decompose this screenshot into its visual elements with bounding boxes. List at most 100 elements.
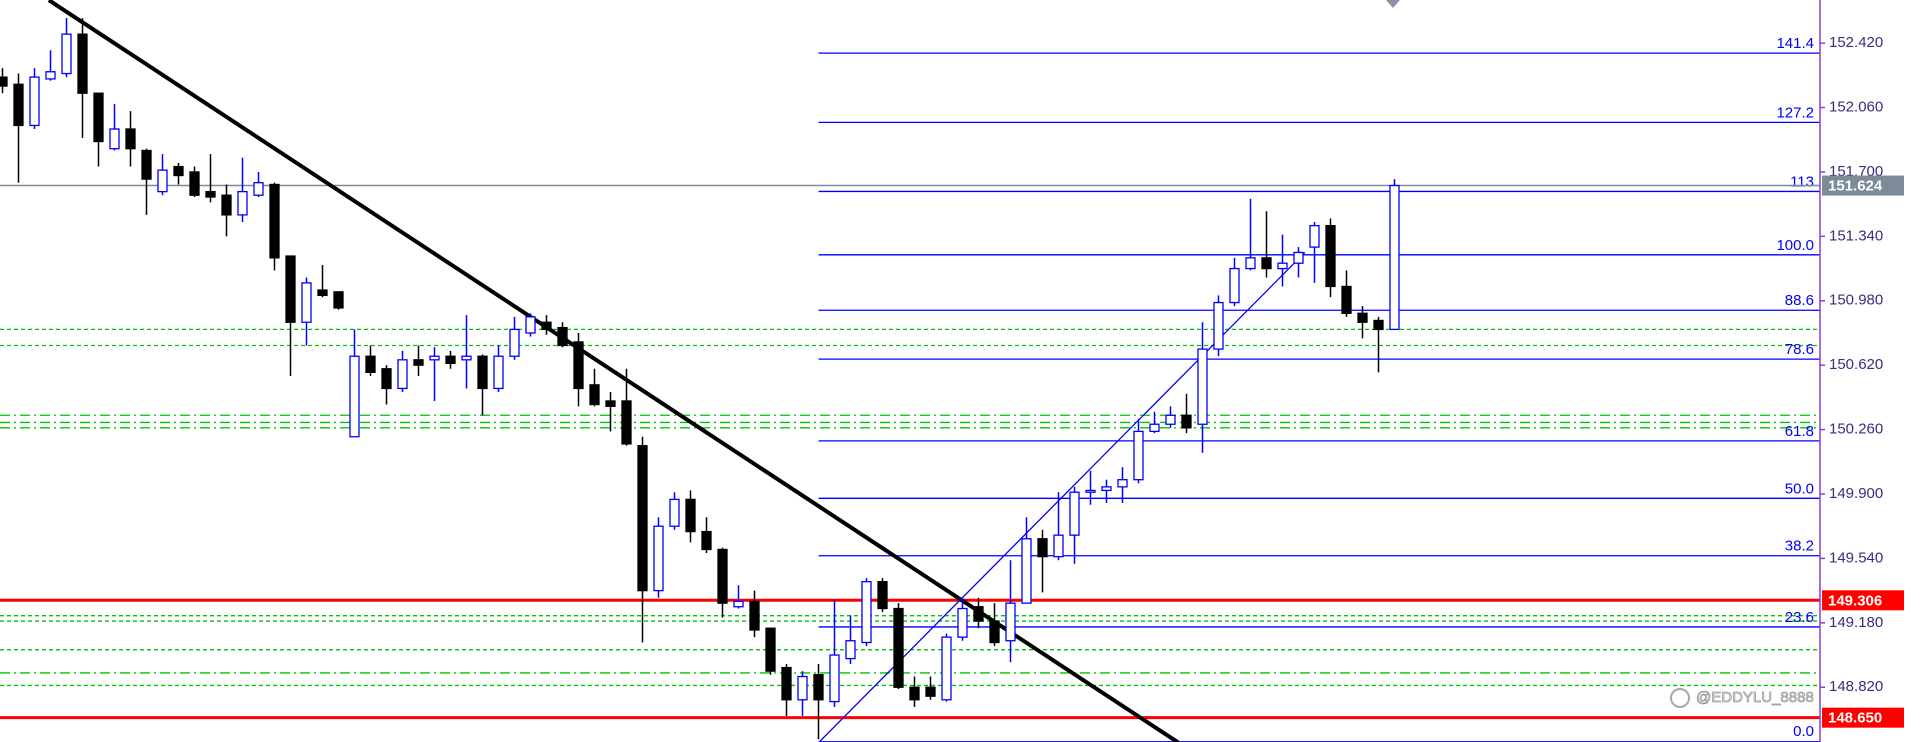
candle-body — [1213, 301, 1224, 350]
candle-body — [349, 355, 360, 438]
candle-body — [989, 620, 1000, 644]
candle-body — [173, 165, 184, 177]
y-tick-label: 150.980 — [1829, 292, 1883, 309]
candle-body — [1053, 534, 1064, 558]
candle-body — [573, 341, 584, 390]
y-tick-label: 150.620 — [1829, 356, 1883, 373]
price-label-box — [1822, 707, 1904, 728]
candle-body — [1245, 257, 1256, 270]
candle-body — [1357, 312, 1368, 323]
candle-body — [1037, 538, 1048, 558]
fib-label: 23.6 — [1785, 609, 1814, 626]
candle-body — [973, 606, 984, 622]
candle-body — [1117, 479, 1128, 488]
candle-body — [317, 289, 328, 297]
candle-body — [797, 675, 808, 701]
candle-body — [717, 548, 728, 604]
candle-body — [493, 355, 504, 390]
axis-background — [1820, 0, 1928, 742]
candle-body — [701, 530, 712, 551]
candle-body — [669, 498, 680, 527]
fib-label: 78.6 — [1785, 341, 1814, 358]
candle-body — [221, 194, 232, 216]
candle-body — [1277, 262, 1288, 270]
candle-body — [525, 316, 536, 334]
candle-body — [237, 190, 248, 216]
candle-body — [1325, 224, 1336, 288]
y-tick-label: 149.180 — [1829, 614, 1883, 631]
candle-body — [605, 400, 616, 407]
y-tick-label: 149.540 — [1829, 549, 1883, 566]
candle-body — [557, 326, 568, 347]
candle-body — [653, 525, 664, 592]
candle-body — [1005, 602, 1016, 642]
fib-label: 127.2 — [1776, 104, 1814, 121]
candle-body — [61, 33, 72, 75]
candle-body — [365, 355, 376, 373]
candle-body — [205, 190, 216, 198]
candle-body — [925, 686, 936, 697]
candle-body — [1197, 348, 1208, 425]
candle-body — [269, 183, 280, 259]
candle-body — [1373, 319, 1384, 331]
watermark-icon — [1670, 688, 1690, 708]
candle-body — [1165, 414, 1176, 425]
candle-body — [813, 674, 824, 701]
candle-body — [733, 600, 744, 608]
fib-label: 88.6 — [1785, 292, 1814, 309]
y-tick-label: 152.420 — [1829, 34, 1883, 51]
y-tick-label: 148.820 — [1829, 678, 1883, 695]
candle-body — [125, 128, 136, 150]
candle-body — [1389, 184, 1400, 331]
candle-body — [1149, 423, 1160, 433]
candle-body — [685, 498, 696, 533]
marker — [1386, 0, 1400, 8]
candle-body — [1069, 491, 1080, 536]
candle-body — [29, 76, 40, 127]
candle-body — [77, 33, 88, 94]
candle-body — [301, 282, 312, 323]
price-label-box — [1822, 175, 1904, 196]
fib-label: 113 — [1790, 173, 1814, 190]
candle-body — [333, 291, 344, 309]
candle-body — [285, 255, 296, 323]
candle-body — [941, 636, 952, 701]
fib-label: 141.4 — [1776, 35, 1814, 52]
candle-body — [189, 171, 200, 196]
price-label-box — [1822, 590, 1904, 611]
candle-body — [1293, 251, 1304, 264]
candle-body — [845, 640, 856, 660]
candle-body — [781, 666, 792, 701]
candle-body — [1085, 489, 1096, 493]
candle-body — [93, 92, 104, 143]
candle-body — [13, 83, 24, 127]
candle-body — [1021, 538, 1032, 604]
candle-body — [829, 654, 840, 703]
candle-body — [509, 328, 520, 357]
fib-label: 38.2 — [1785, 538, 1814, 555]
candle-body — [381, 368, 392, 390]
candle-body — [877, 581, 888, 610]
fib-label: 50.0 — [1785, 480, 1814, 497]
candle-body — [909, 686, 920, 701]
candle-body — [461, 355, 472, 361]
candle-body — [1229, 267, 1240, 304]
candle-body — [1133, 430, 1144, 481]
candle-body — [141, 149, 152, 180]
fib-label: 0.0 — [1793, 723, 1814, 740]
y-tick-label: 152.060 — [1829, 99, 1883, 116]
candle-body — [1341, 285, 1352, 314]
candle-body — [749, 600, 760, 631]
candle-body — [397, 359, 408, 390]
candle-body — [621, 400, 632, 445]
watermark: @EDDYLU_8888 — [1696, 689, 1814, 706]
price-label: 149.306 — [1828, 592, 1882, 609]
candle-body — [1101, 486, 1112, 492]
candle-body — [0, 76, 8, 87]
price-label: 148.650 — [1828, 710, 1882, 727]
y-tick-label: 149.900 — [1829, 485, 1883, 502]
candle-body — [861, 581, 872, 644]
candle-body — [45, 71, 56, 80]
